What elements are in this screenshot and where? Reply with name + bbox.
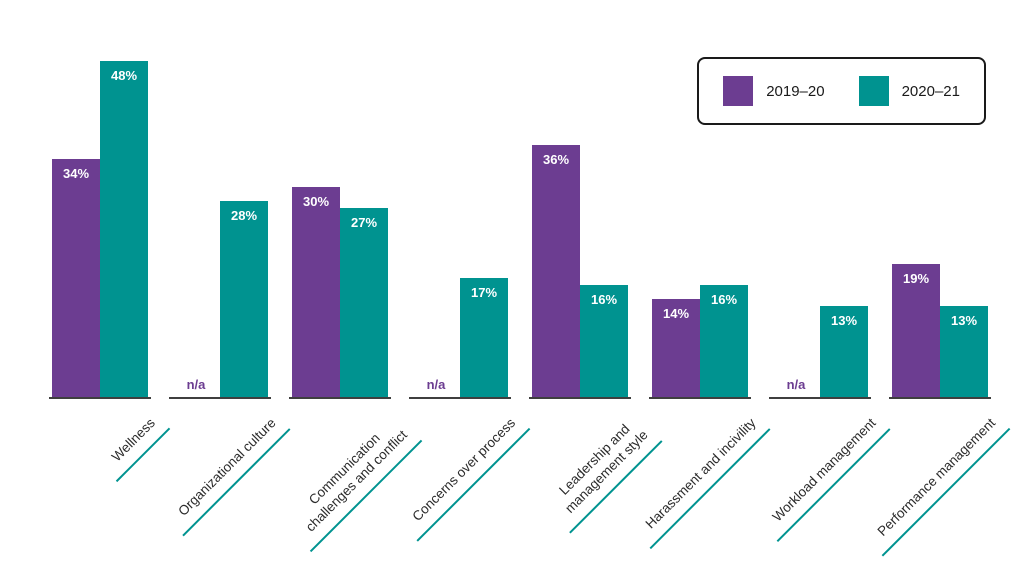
bar-slot-series-1: 16% — [580, 61, 628, 397]
bar-series-1[interactable]: 48% — [100, 61, 148, 397]
bar-value-label: 27% — [350, 215, 378, 230]
na-label: n/a — [786, 377, 806, 392]
legend-label-2019-20: 2019–20 — [766, 82, 825, 100]
bar-series-1[interactable]: 13% — [820, 306, 868, 397]
bar-series-0[interactable]: 19% — [892, 264, 940, 397]
bar-group: 30% 27% Communication challenges and confli… — [281, 61, 423, 552]
bar-value-label: 17% — [470, 285, 498, 300]
legend-swatch-2019-20 — [723, 76, 754, 106]
bar-group: 14% 16% Harassment and incivility — [632, 61, 771, 550]
bar-value-label: 48% — [110, 68, 138, 83]
bar-group: n/a 17% Concerns over process — [399, 61, 531, 542]
category-label: Leadership and management style — [539, 411, 663, 534]
bar-slot-series-0: n/a — [412, 61, 460, 397]
bar-series-1[interactable]: 17% — [460, 278, 508, 397]
bar-slot-series-1: 13% — [820, 61, 868, 397]
category-label: Communication challenges and conflict — [281, 411, 423, 552]
bar-value-label: 13% — [830, 313, 858, 328]
bar-slot-series-1: 27% — [340, 61, 388, 397]
category-label: Wellness — [99, 411, 171, 482]
bar-value-label: 30% — [302, 194, 330, 209]
bar-slot-series-0: 36% — [532, 61, 580, 397]
legend: 2019–20 2020–21 — [697, 57, 986, 125]
bar-series-0[interactable]: 34% — [52, 159, 100, 397]
bar-slot-series-0: n/a — [772, 61, 820, 397]
bar-value-label: 36% — [542, 152, 570, 167]
legend-item-2020-21: 2020–21 — [858, 76, 960, 106]
bar-value-label: 16% — [710, 292, 738, 307]
plot-area: 34% 48% Wellness n/a 28% Organizational cultu… — [49, 61, 1011, 557]
bar-slot-series-0: n/a — [172, 61, 220, 397]
bar-group: n/a 13% Workload management — [759, 61, 891, 542]
bar-group: 34% 48% Wellness — [49, 61, 171, 482]
bar-value-label: 14% — [662, 306, 690, 321]
bar-slot-series-1: 17% — [460, 61, 508, 397]
bar-series-1[interactable]: 16% — [580, 285, 628, 397]
bar-series-1[interactable]: 28% — [220, 201, 268, 397]
bar-series-1[interactable]: 13% — [940, 306, 988, 397]
category-label: Workload management — [759, 411, 891, 542]
na-label: n/a — [426, 377, 446, 392]
legend-label-2020-21: 2020–21 — [901, 82, 960, 100]
legend-swatch-2020-21 — [858, 76, 889, 106]
category-label: Concerns over process — [399, 411, 531, 542]
bar-group: 19% 13% Performance management — [864, 61, 1011, 557]
bar-series-1[interactable]: 16% — [700, 285, 748, 397]
bar-slot-series-1: 13% — [940, 61, 988, 397]
bar-group: n/a 28% Organizational culture — [164, 61, 291, 537]
bar-value-label: 34% — [62, 166, 90, 181]
bar-slot-series-0: 14% — [652, 61, 700, 397]
bar-value-label: 19% — [902, 271, 930, 286]
bar-series-0[interactable]: 36% — [532, 145, 580, 397]
legend-item-2019-20: 2019–20 — [723, 76, 825, 106]
bar-slot-series-0: 30% — [292, 61, 340, 397]
bar-slot-series-1: 16% — [700, 61, 748, 397]
bar-slot-series-0: 19% — [892, 61, 940, 397]
bar-group: 36% 16% Leadership and management style — [529, 61, 663, 534]
bar-slot-series-1: 48% — [100, 61, 148, 397]
category-label: Organizational culture — [164, 411, 291, 537]
na-label: n/a — [186, 377, 206, 392]
bar-slot-series-1: 28% — [220, 61, 268, 397]
bar-value-label: 16% — [590, 292, 618, 307]
bar-slot-series-0: 34% — [52, 61, 100, 397]
bar-value-label: 13% — [950, 313, 978, 328]
bar-series-1[interactable]: 27% — [340, 208, 388, 397]
bar-series-0[interactable]: 30% — [292, 187, 340, 397]
bar-value-label: 28% — [230, 208, 258, 223]
bar-series-0[interactable]: 14% — [652, 299, 700, 397]
